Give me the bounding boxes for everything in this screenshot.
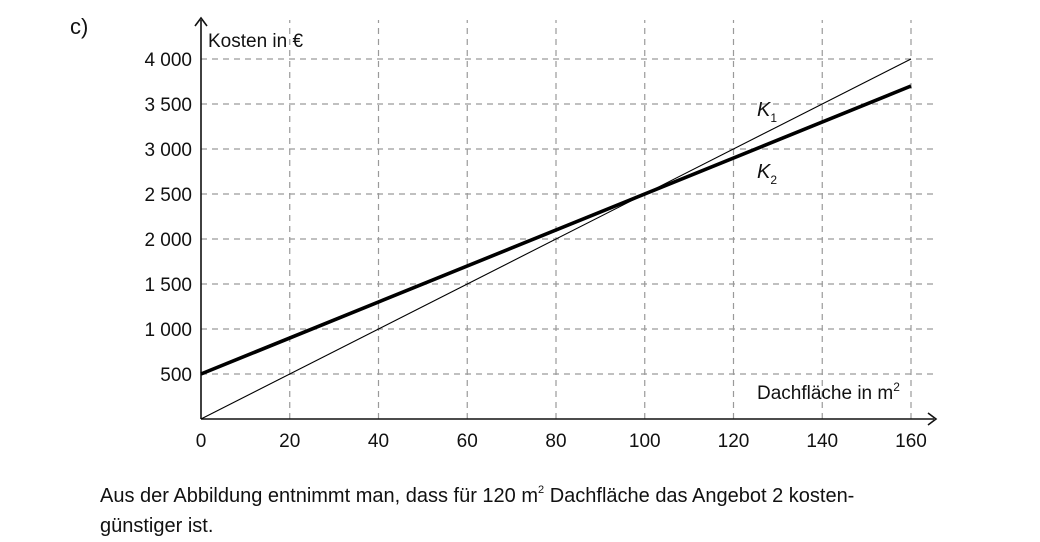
x-axis-arrow [927,412,938,426]
y-tick-label: 500 [160,365,192,386]
x-tick-label: 80 [545,431,566,452]
axes [194,16,938,426]
y-tick-label: 4 000 [144,50,192,71]
series-labels: K1 K2 [757,99,777,187]
series-label-k1: K1 [757,99,777,125]
x-axis-label-text: Dachfläche in m [757,383,893,404]
x-tick-label: 40 [368,431,389,452]
x-tick-label: 120 [718,431,750,452]
y-tick-label: 3 000 [144,140,192,161]
part-label: c) [70,14,89,39]
x-axis-label-sup: 2 [893,380,900,394]
x-tick-label: 140 [806,431,838,452]
x-tick-label: 0 [196,431,207,452]
chart: 0 20 40 60 80 100 120 140 160 500 1 000 1 500 2 000 2… [144,16,938,452]
series-label-k2: K2 [757,161,777,187]
series-line-k2 [200,84,912,376]
y-tick-label: 1 000 [144,320,192,341]
caption-line-2: günstiger ist. [100,515,214,537]
series-line-k1 [200,58,912,420]
caption: Aus der Abbildung entnimmt man, dass für… [100,481,980,541]
caption-sup: 2 [538,484,545,496]
x-axis-label: Dachfläche in m2 [757,380,900,404]
y-tick-label: 2 500 [144,185,192,206]
y-tick-label: 1 500 [144,275,192,296]
caption-text-before: Aus der Abbildung entnimmt man, dass für… [100,485,539,507]
y-tick-label: 3 500 [144,95,192,116]
y-axis-arrow [194,16,208,27]
series-lines [200,58,912,420]
x-tick-label: 100 [629,431,661,452]
y-tick-label: 2 000 [144,230,192,251]
x-tick-label: 160 [895,431,927,452]
y-axis-label: Kosten in € [208,31,303,52]
grid [201,20,938,419]
x-tick-label: 20 [279,431,300,452]
tick-labels: 0 20 40 60 80 100 120 140 160 500 1 000 1 500 2 000 2… [144,50,926,452]
x-tick-label: 60 [457,431,478,452]
caption-text-after: Dachfläche das Angebot 2 kosten- [544,485,855,507]
